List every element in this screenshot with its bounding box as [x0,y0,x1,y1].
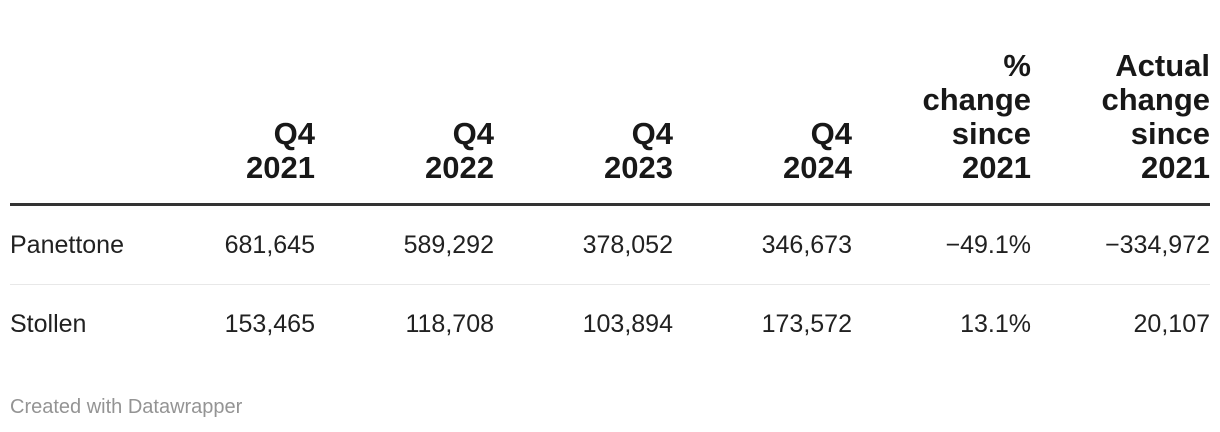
cell-q4-2024: 346,673 [761,231,852,259]
cell-actual-change: −334,972 [1105,231,1210,259]
column-header-q4-2021: Q4 2021 [136,0,315,206]
cell-actual-change: 20,107 [1031,284,1210,363]
cell-q4-2022: 589,292 [403,231,494,259]
datawrapper-attribution-link[interactable]: Created with Datawrapper [10,396,243,418]
cell-q4-2022: 118,708 [315,284,494,363]
row-label: Stollen [10,284,136,363]
column-header-empty [10,0,136,206]
cell-q4-2023: 103,894 [494,284,673,363]
table-header-row: Q4 2021 Q4 2022 Q4 2023 Q4 2024 % change… [10,0,1210,206]
cell-pct-change: −49.1% [945,231,1032,259]
column-header-q4-2022: Q4 2022 [315,0,494,206]
column-header-pct-change: % change since 2021 [852,0,1031,206]
table-body: Panettone 681,645 589,292 378,052 346,67… [10,205,1210,363]
data-table: Q4 2021 Q4 2022 Q4 2023 Q4 2024 % change… [10,0,1210,363]
cell-pct-change: 13.1% [852,284,1031,363]
column-header-q4-2024: Q4 2024 [673,0,852,206]
table-row-panettone: Panettone 681,645 589,292 378,052 346,67… [10,205,1210,285]
column-header-actual-change: Actual change since 2021 [1031,0,1210,206]
cell-q4-2024: 173,572 [673,284,852,363]
cell-q4-2023: 378,052 [582,231,673,259]
column-header-q4-2023: Q4 2023 [494,0,673,206]
cell-q4-2021: 153,465 [136,284,315,363]
table-row-stollen: Stollen 153,465 118,708 103,894 173,572 … [10,284,1210,363]
row-label: Panettone [10,231,124,259]
cell-q4-2021: 681,645 [224,231,315,259]
